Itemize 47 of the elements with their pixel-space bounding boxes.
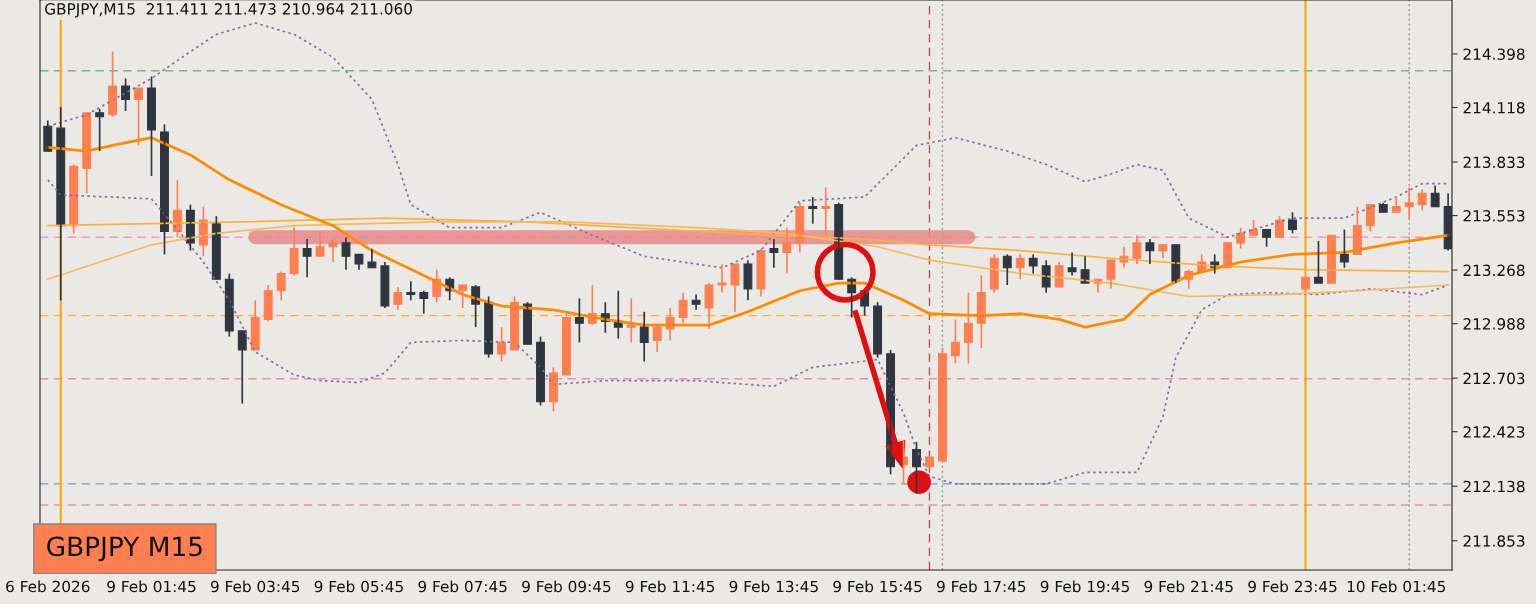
x-tick-label: 9 Feb 23:45 xyxy=(1248,580,1337,593)
candlestick xyxy=(1106,259,1116,290)
candlestick xyxy=(341,236,351,271)
x-tick-label: 9 Feb 13:45 xyxy=(729,580,818,593)
y-tick-label: 213.553 xyxy=(1463,210,1525,222)
y-tick-label: 212.988 xyxy=(1463,318,1525,330)
candlestick xyxy=(1275,215,1284,239)
y-tick-label: 212.423 xyxy=(1463,426,1525,438)
candlestick xyxy=(1314,240,1323,284)
candlestick xyxy=(1223,242,1233,269)
y-tick-label: 212.138 xyxy=(1463,480,1525,493)
y-tick-label: 212.703 xyxy=(1463,372,1525,385)
y-tick-label: 213.268 xyxy=(1463,264,1525,277)
candlestick xyxy=(1288,211,1297,235)
annotation: GBPJPY M15 xyxy=(47,536,202,562)
candlestick xyxy=(1339,228,1349,269)
candlestick xyxy=(95,108,105,152)
x-tick-label: 9 Feb 05:45 xyxy=(314,580,403,593)
candlestick xyxy=(354,253,364,271)
x-tick-label: 9 Feb 11:45 xyxy=(625,580,715,593)
x-tick-label: 9 Feb 21:45 xyxy=(1144,580,1233,593)
candlestick xyxy=(328,238,338,263)
x-tick-label: 9 Feb 19:45 xyxy=(1040,580,1129,593)
candlestick xyxy=(147,75,156,177)
y-tick-label: 214.398 xyxy=(1463,48,1525,60)
x-tick-label: 9 Feb 17:45 xyxy=(937,580,1026,593)
y-tick-label: 211.853 xyxy=(1463,535,1525,547)
candlestick xyxy=(561,310,571,376)
candlestick xyxy=(134,87,143,147)
candlestick xyxy=(937,347,947,462)
candlestick xyxy=(1326,234,1336,284)
candlestick xyxy=(730,263,740,313)
x-tick-label: 9 Feb 07:45 xyxy=(418,580,507,593)
x-tick-label: 10 Feb 01:45 xyxy=(1347,580,1446,593)
x-tick-label: 6 Feb 2026 xyxy=(6,580,90,593)
x-tick-label: 9 Feb 01:45 xyxy=(107,580,196,593)
chart-title: GBPJPY,M15 211.411 211.473 210.964 211.060 xyxy=(45,3,412,18)
y-tick-label: 214.118 xyxy=(1463,101,1525,114)
y-tick-label: 213.833 xyxy=(1463,156,1525,169)
line-series xyxy=(46,221,1449,298)
candlestick xyxy=(717,263,727,294)
x-tick-label: 9 Feb 15:45 xyxy=(833,580,922,593)
x-tick-label: 9 Feb 09:45 xyxy=(522,580,611,593)
x-tick-label: 9 Feb 03:45 xyxy=(210,580,300,593)
candlestick xyxy=(497,326,507,363)
candlestick xyxy=(574,297,584,344)
candlestick xyxy=(873,301,883,359)
